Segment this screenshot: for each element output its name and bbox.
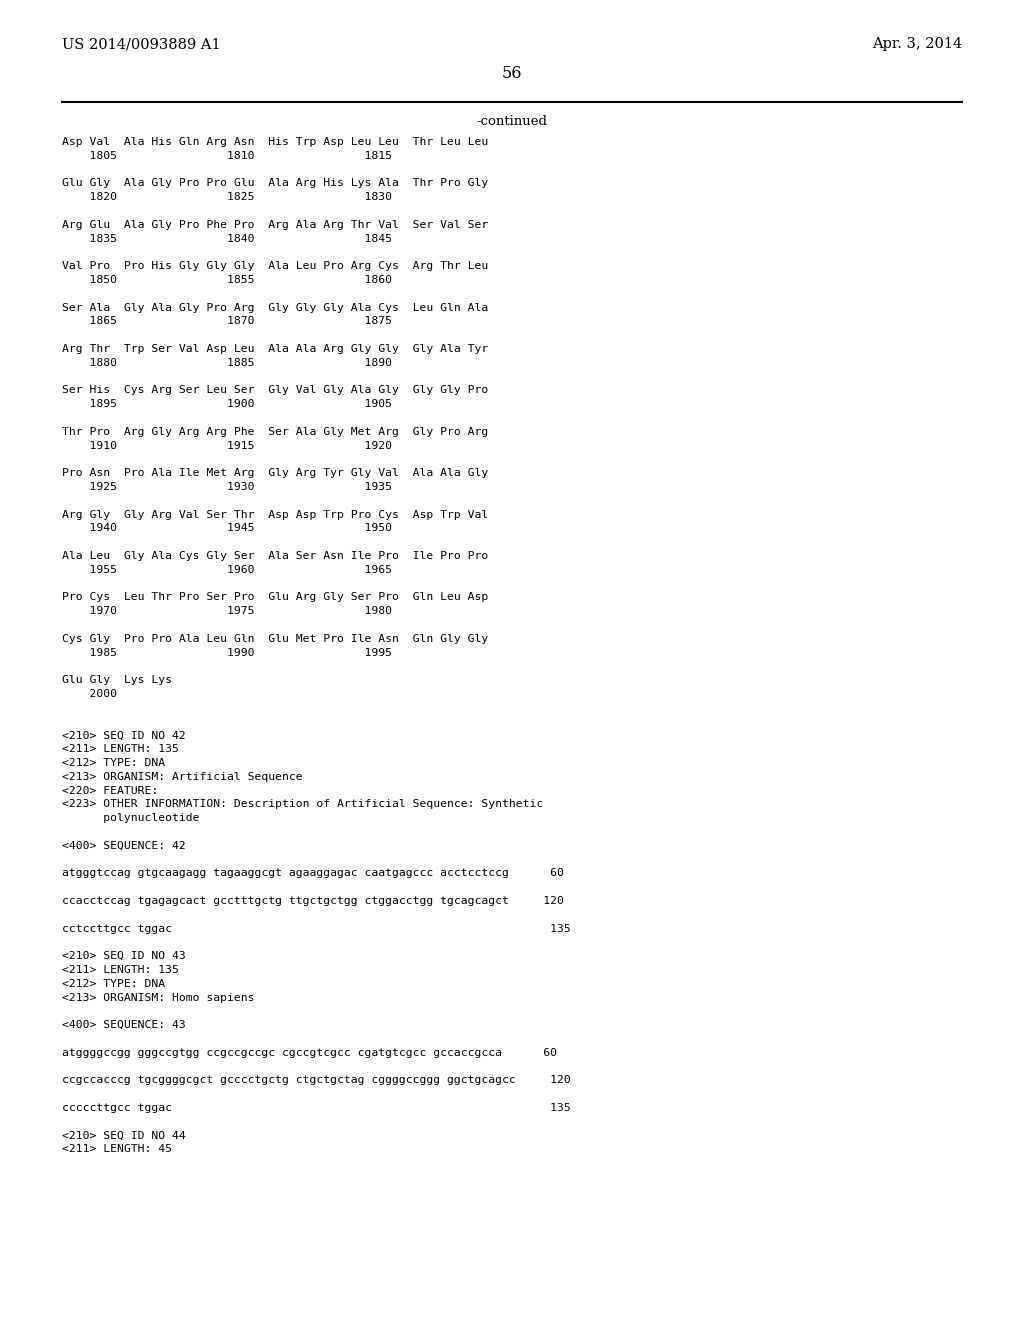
- Text: Pro Asn  Pro Ala Ile Met Arg  Gly Arg Tyr Gly Val  Ala Ala Gly: Pro Asn Pro Ala Ile Met Arg Gly Arg Tyr …: [62, 469, 488, 478]
- Text: <210> SEQ ID NO 43: <210> SEQ ID NO 43: [62, 952, 185, 961]
- Text: polynucleotide: polynucleotide: [62, 813, 200, 824]
- Text: Ser His  Cys Arg Ser Leu Ser  Gly Val Gly Ala Gly  Gly Gly Pro: Ser His Cys Arg Ser Leu Ser Gly Val Gly …: [62, 385, 488, 396]
- Text: <212> TYPE: DNA: <212> TYPE: DNA: [62, 979, 165, 989]
- Text: Arg Thr  Trp Ser Val Asp Leu  Ala Ala Arg Gly Gly  Gly Ala Tyr: Arg Thr Trp Ser Val Asp Leu Ala Ala Arg …: [62, 345, 488, 354]
- Text: 1880                1885                1890: 1880 1885 1890: [62, 358, 392, 368]
- Text: US 2014/0093889 A1: US 2014/0093889 A1: [62, 37, 220, 51]
- Text: Ala Leu  Gly Ala Cys Gly Ser  Ala Ser Asn Ile Pro  Ile Pro Pro: Ala Leu Gly Ala Cys Gly Ser Ala Ser Asn …: [62, 550, 488, 561]
- Text: ccacctccag tgagagcact gcctttgctg ttgctgctgg ctggacctgg tgcagcagct     120: ccacctccag tgagagcact gcctttgctg ttgctgc…: [62, 896, 564, 906]
- Text: 1910                1915                1920: 1910 1915 1920: [62, 441, 392, 450]
- Text: <210> SEQ ID NO 44: <210> SEQ ID NO 44: [62, 1131, 185, 1140]
- Text: <213> ORGANISM: Homo sapiens: <213> ORGANISM: Homo sapiens: [62, 993, 255, 1003]
- Text: <211> LENGTH: 135: <211> LENGTH: 135: [62, 744, 179, 754]
- Text: -continued: -continued: [476, 115, 548, 128]
- Text: 1865                1870                1875: 1865 1870 1875: [62, 317, 392, 326]
- Text: atgggtccag gtgcaagagg tagaaggcgt agaaggagac caatgagccc acctcctccg      60: atgggtccag gtgcaagagg tagaaggcgt agaagga…: [62, 869, 564, 878]
- Text: 1985                1990                1995: 1985 1990 1995: [62, 648, 392, 657]
- Text: Ser Ala  Gly Ala Gly Pro Arg  Gly Gly Gly Ala Cys  Leu Gln Ala: Ser Ala Gly Ala Gly Pro Arg Gly Gly Gly …: [62, 302, 488, 313]
- Text: Thr Pro  Arg Gly Arg Arg Phe  Ser Ala Gly Met Arg  Gly Pro Arg: Thr Pro Arg Gly Arg Arg Phe Ser Ala Gly …: [62, 426, 488, 437]
- Text: 1955                1960                1965: 1955 1960 1965: [62, 565, 392, 574]
- Text: 1940                1945                1950: 1940 1945 1950: [62, 524, 392, 533]
- Text: Apr. 3, 2014: Apr. 3, 2014: [871, 37, 962, 51]
- Text: 1820                1825                1830: 1820 1825 1830: [62, 193, 392, 202]
- Text: Glu Gly  Lys Lys: Glu Gly Lys Lys: [62, 676, 172, 685]
- Text: 1805                1810                1815: 1805 1810 1815: [62, 150, 392, 161]
- Text: ccgccacccg tgcggggcgct gcccctgctg ctgctgctag cggggccggg ggctgcagcc     120: ccgccacccg tgcggggcgct gcccctgctg ctgctg…: [62, 1076, 570, 1085]
- Text: Pro Cys  Leu Thr Pro Ser Pro  Glu Arg Gly Ser Pro  Gln Leu Asp: Pro Cys Leu Thr Pro Ser Pro Glu Arg Gly …: [62, 593, 488, 602]
- Text: <211> LENGTH: 135: <211> LENGTH: 135: [62, 965, 179, 975]
- Text: <400> SEQUENCE: 42: <400> SEQUENCE: 42: [62, 841, 185, 851]
- Text: <212> TYPE: DNA: <212> TYPE: DNA: [62, 758, 165, 768]
- Text: 56: 56: [502, 65, 522, 82]
- Text: 1970                1975                1980: 1970 1975 1980: [62, 606, 392, 616]
- Text: atggggccgg gggccgtgg ccgccgccgc cgccgtcgcc cgatgtcgcc gccaccgcca      60: atggggccgg gggccgtgg ccgccgccgc cgccgtcg…: [62, 1048, 557, 1057]
- Text: Cys Gly  Pro Pro Ala Leu Gln  Glu Met Pro Ile Asn  Gln Gly Gly: Cys Gly Pro Pro Ala Leu Gln Glu Met Pro …: [62, 634, 488, 644]
- Text: cccccttgcc tggac                                                       135: cccccttgcc tggac 135: [62, 1104, 570, 1113]
- Text: <211> LENGTH: 45: <211> LENGTH: 45: [62, 1144, 172, 1155]
- Text: <210> SEQ ID NO 42: <210> SEQ ID NO 42: [62, 730, 185, 741]
- Text: Asp Val  Ala His Gln Arg Asn  His Trp Asp Leu Leu  Thr Leu Leu: Asp Val Ala His Gln Arg Asn His Trp Asp …: [62, 137, 488, 147]
- Text: <223> OTHER INFORMATION: Description of Artificial Sequence: Synthetic: <223> OTHER INFORMATION: Description of …: [62, 800, 544, 809]
- Text: 1925                1930                1935: 1925 1930 1935: [62, 482, 392, 492]
- Text: Val Pro  Pro His Gly Gly Gly  Ala Leu Pro Arg Cys  Arg Thr Leu: Val Pro Pro His Gly Gly Gly Ala Leu Pro …: [62, 261, 488, 271]
- Text: 1835                1840                1845: 1835 1840 1845: [62, 234, 392, 244]
- Text: <400> SEQUENCE: 43: <400> SEQUENCE: 43: [62, 1020, 185, 1030]
- Text: <213> ORGANISM: Artificial Sequence: <213> ORGANISM: Artificial Sequence: [62, 772, 303, 781]
- Text: cctccttgcc tggac                                                       135: cctccttgcc tggac 135: [62, 924, 570, 933]
- Text: 1895                1900                1905: 1895 1900 1905: [62, 399, 392, 409]
- Text: Arg Glu  Ala Gly Pro Phe Pro  Arg Ala Arg Thr Val  Ser Val Ser: Arg Glu Ala Gly Pro Phe Pro Arg Ala Arg …: [62, 220, 488, 230]
- Text: Glu Gly  Ala Gly Pro Pro Glu  Ala Arg His Lys Ala  Thr Pro Gly: Glu Gly Ala Gly Pro Pro Glu Ala Arg His …: [62, 178, 488, 189]
- Text: <220> FEATURE:: <220> FEATURE:: [62, 785, 159, 796]
- Text: 1850                1855                1860: 1850 1855 1860: [62, 275, 392, 285]
- Text: Arg Gly  Gly Arg Val Ser Thr  Asp Asp Trp Pro Cys  Asp Trp Val: Arg Gly Gly Arg Val Ser Thr Asp Asp Trp …: [62, 510, 488, 520]
- Text: 2000: 2000: [62, 689, 117, 700]
